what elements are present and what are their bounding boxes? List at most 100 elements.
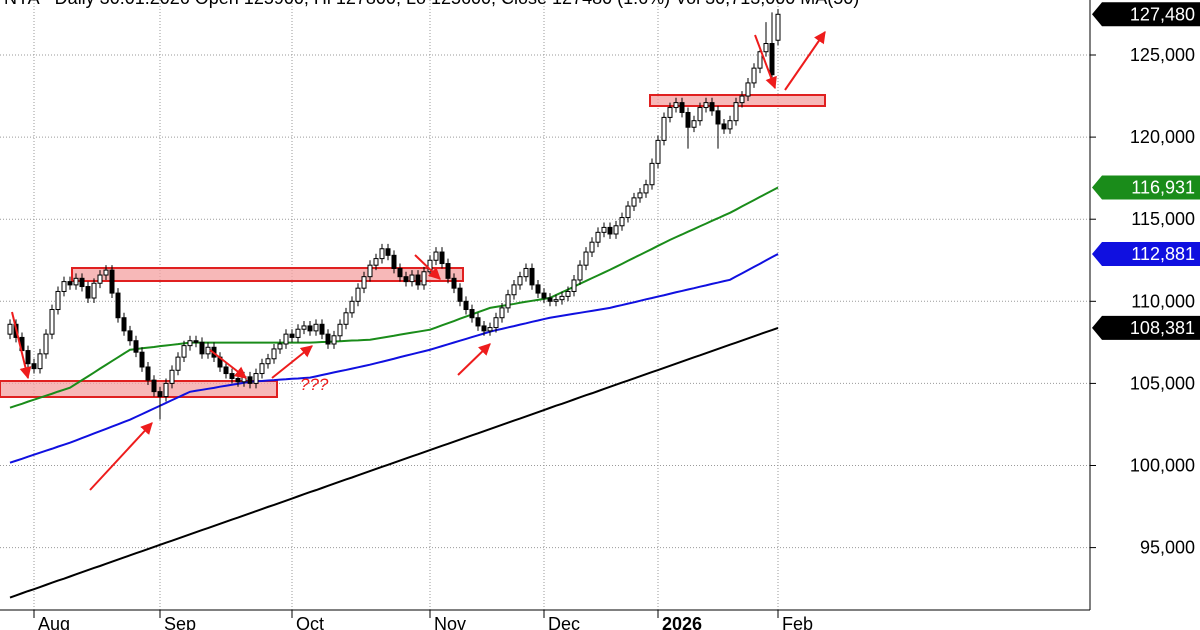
axis-labels: 95,000 100,000 105,000 110,000 115,000 120,00… xyxy=(33,2,1200,630)
candle-body xyxy=(775,13,781,41)
y-tick-label: 95,000 xyxy=(1140,538,1195,558)
candle-body xyxy=(199,341,205,355)
candle-body xyxy=(25,350,31,365)
candle-body xyxy=(703,102,709,109)
zone xyxy=(0,380,278,398)
candle-body xyxy=(721,123,727,130)
candle-body xyxy=(763,43,769,53)
candle-body xyxy=(259,363,265,375)
arrow xyxy=(271,345,313,379)
x-tick-label: Nov xyxy=(434,614,466,630)
candle-body xyxy=(667,107,673,118)
candle-body xyxy=(331,335,337,345)
price-tag-label: 108,381 xyxy=(1130,318,1195,338)
y-tick-label: 115,000 xyxy=(1131,209,1195,229)
candle-body xyxy=(625,205,631,219)
candle-body xyxy=(493,317,499,329)
candle-body xyxy=(697,107,703,122)
candle-body xyxy=(487,327,493,332)
candle-body xyxy=(715,110,721,125)
candle-body xyxy=(337,323,343,337)
grid xyxy=(0,0,1090,610)
candle-body xyxy=(175,356,181,371)
candle-body xyxy=(439,251,445,265)
candle-body xyxy=(451,277,457,289)
candle-body xyxy=(685,111,691,128)
candle-body xyxy=(235,377,241,383)
candle-body xyxy=(67,281,73,286)
candle-body xyxy=(679,102,685,113)
candle-body xyxy=(385,248,391,256)
candle-body xyxy=(751,67,757,84)
y-tick-label: 105,000 xyxy=(1130,373,1195,393)
candle-body xyxy=(37,353,43,370)
candle-body xyxy=(379,248,385,260)
candle-body xyxy=(289,333,295,338)
candle-body xyxy=(535,284,541,294)
candle-body xyxy=(565,290,571,297)
candle-body xyxy=(115,292,121,319)
price-tag xyxy=(1092,175,1200,200)
candle-body xyxy=(301,325,307,330)
candle-body xyxy=(463,300,469,311)
candle-body xyxy=(511,284,517,296)
candle-body xyxy=(163,382,169,398)
candle-body xyxy=(583,251,589,266)
candle-body xyxy=(499,307,505,319)
x-tick-label: Feb xyxy=(782,614,813,630)
candle-body xyxy=(541,292,547,299)
candle-body xyxy=(373,258,379,266)
candle-body xyxy=(409,274,415,283)
candle-body xyxy=(739,95,745,104)
candle-body xyxy=(91,282,97,299)
candle-body xyxy=(769,43,775,76)
arrow xyxy=(11,311,32,380)
y-tick-label: 100,000 xyxy=(1130,456,1195,476)
candle-body xyxy=(133,340,139,353)
arrow xyxy=(457,343,491,376)
candle-body xyxy=(349,300,355,314)
candle-body xyxy=(421,271,427,286)
candle-body xyxy=(619,217,625,227)
candle-body xyxy=(277,343,283,350)
candle-body xyxy=(271,348,277,360)
candle-body xyxy=(79,277,85,288)
moving-average-line xyxy=(9,326,779,599)
candle-body xyxy=(181,345,187,358)
candle-body xyxy=(613,225,619,235)
candle-body xyxy=(103,269,109,276)
annotation: ??? xyxy=(300,375,329,394)
candle-body xyxy=(43,333,49,355)
candle-body xyxy=(577,264,583,281)
candle-body xyxy=(151,379,157,393)
x-tick-label: Aug xyxy=(38,614,70,630)
candle-body xyxy=(229,373,235,379)
arrow xyxy=(414,254,441,280)
candle-body xyxy=(403,276,409,283)
candle-body xyxy=(481,325,487,332)
candle-body xyxy=(295,328,301,338)
x-tick-label: Oct xyxy=(296,614,324,630)
candle-body xyxy=(139,351,145,368)
candle-body xyxy=(517,276,523,286)
candle-body xyxy=(523,267,529,278)
candle-body xyxy=(283,333,289,345)
candles xyxy=(7,9,781,420)
candle-body xyxy=(469,309,475,319)
candle-body xyxy=(367,264,373,278)
candle-body xyxy=(691,120,697,128)
arrows xyxy=(11,31,826,491)
price-tag-label: 112,881 xyxy=(1131,244,1195,264)
candle-body xyxy=(757,51,763,69)
candle-body xyxy=(121,317,127,332)
candle-body xyxy=(457,287,463,302)
candle-body xyxy=(313,323,319,332)
candle-body xyxy=(475,317,481,327)
candle-body xyxy=(601,226,607,233)
y-tick-label: 125,000 xyxy=(1130,45,1195,65)
candle-body xyxy=(31,363,37,370)
candle-body xyxy=(637,192,643,199)
arrow xyxy=(89,422,153,491)
price-tag-label: 127,480 xyxy=(1130,4,1195,24)
price-tag xyxy=(1092,2,1200,27)
